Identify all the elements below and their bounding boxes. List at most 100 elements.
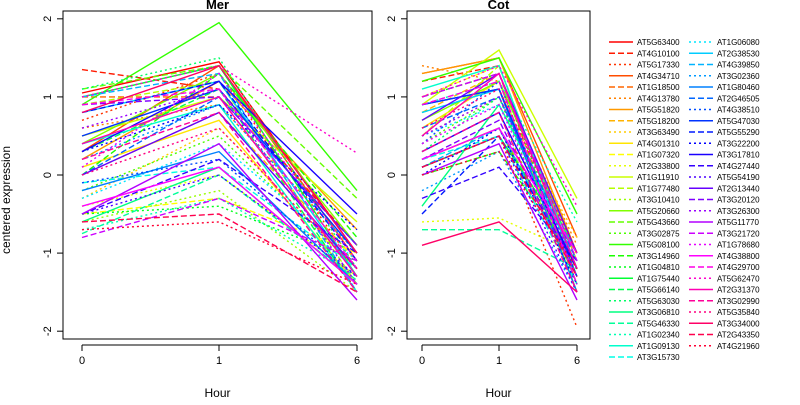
- legend-label: AT5G66140: [637, 286, 680, 295]
- series-line-at4g27440: [81, 158, 358, 254]
- series-line-at3g15730: [421, 135, 578, 285]
- series-line-at3g02990: [421, 111, 578, 293]
- series-line-at5g08100: [81, 21, 358, 192]
- y-tick-label: -2: [42, 326, 54, 336]
- legend-label: AT2G46505: [717, 94, 760, 103]
- series-line-at3g34000: [421, 221, 578, 293]
- legend-label: AT1G18500: [637, 83, 680, 92]
- legend-label: AT3G26300: [717, 207, 760, 216]
- legend-label: AT5G62470: [717, 274, 760, 283]
- series-line-at3g21720: [81, 197, 358, 262]
- legend-label: AT3G10410: [637, 196, 680, 205]
- series-line-at4g38510: [81, 158, 358, 278]
- series-line-at5g62470: [421, 64, 578, 207]
- legend-label: AT5G17330: [637, 61, 680, 70]
- legend-label: AT3G22200: [717, 139, 760, 148]
- series-line-at3g34000: [81, 64, 358, 254]
- panel-title: Cot: [488, 0, 510, 12]
- legend-label: AT3G02360: [717, 72, 760, 81]
- series-line-at2g33800: [421, 217, 578, 254]
- legend-label: AT4G29700: [717, 263, 760, 272]
- legend-label: AT2G38530: [717, 49, 760, 58]
- panel-cot: Cot -2 -1 0 1 2 0 1 6 Hour: [386, 0, 591, 400]
- x-tick-label: 1: [496, 355, 502, 367]
- series-line-at5g17330: [421, 135, 578, 328]
- legend: AT5G63400 AT4G10100 AT5G17330 AT4G34710 AT1G…: [596, 30, 794, 362]
- x-axis-title: Hour: [485, 386, 511, 400]
- panel-title: Mer: [206, 0, 229, 12]
- series-line-at2g43350: [421, 135, 578, 277]
- series-line-at4g34710: [81, 64, 358, 262]
- series-line-at4g38800: [421, 127, 578, 254]
- series-line-at5g63030: [81, 57, 358, 270]
- legend-label: AT5G63400: [637, 38, 680, 47]
- legend-label: AT1G11910: [637, 173, 680, 182]
- legend-label: AT4G27440: [717, 162, 760, 171]
- legend-label: AT1G04810: [637, 263, 680, 272]
- plot-frame: [406, 10, 591, 340]
- legend-label: AT4G38510: [717, 106, 760, 115]
- legend-label: AT1G78680: [717, 241, 760, 250]
- series-line-at5g55290: [81, 80, 358, 262]
- series-line-at1g78680: [81, 72, 358, 262]
- y-tick-label: 1: [386, 94, 398, 100]
- legend-label: AT1G06080: [717, 38, 760, 47]
- series-line-at4g29700: [81, 88, 358, 270]
- y-tick-label: -2: [386, 326, 398, 336]
- legend-label: AT5G55290: [717, 128, 760, 137]
- series-line-at5g35840: [421, 88, 578, 254]
- legend-label: AT1G80460: [717, 83, 760, 92]
- legend-label: AT5G51820: [637, 106, 680, 115]
- legend-label: AT3G02990: [717, 297, 760, 306]
- series-line-at1g78680: [421, 103, 578, 277]
- legend-label: AT3G34000: [717, 319, 760, 328]
- legend-label: AT2G13440: [717, 184, 760, 193]
- legend-label: AT5G20660: [637, 207, 680, 216]
- series-line-at1g02340: [421, 80, 578, 223]
- legend-label: AT5G11770: [717, 218, 760, 227]
- series-line-at3g02875: [81, 135, 358, 270]
- legend-label: AT3G63490: [637, 128, 680, 137]
- series-line-at3g26300: [421, 95, 578, 269]
- legend-label: AT3G02875: [637, 229, 680, 238]
- series-line-at5g63030: [421, 95, 578, 277]
- legend-label: AT4G01310: [637, 139, 680, 148]
- series-line-at1g11910: [421, 48, 578, 199]
- y-tick-label: 0: [42, 172, 54, 178]
- y-tick-label: 2: [386, 16, 398, 22]
- series-line-at5g46330: [422, 228, 578, 270]
- series-line-at3g14960: [81, 72, 358, 238]
- x-tick-label: 1: [216, 355, 222, 367]
- series-line-at5g18200: [81, 111, 358, 262]
- series-line-at1g09130: [81, 103, 358, 293]
- series-line-at2g43350: [81, 213, 358, 293]
- legend-label: AT2G31370: [717, 286, 760, 295]
- legend-label: AT4G34710: [637, 72, 680, 81]
- x-tick-label: 6: [354, 355, 360, 367]
- y-tick-label: -1: [42, 248, 54, 258]
- series-line-at4g13780: [421, 65, 578, 246]
- legend-label: AT5G18200: [637, 117, 680, 126]
- legend-label: AT2G33800: [637, 162, 680, 171]
- legend-label: AT4G39850: [717, 61, 760, 70]
- legend-label: AT3G15730: [637, 353, 680, 362]
- legend-label: AT5G46330: [637, 319, 680, 328]
- legend-label: AT4G10100: [637, 49, 680, 58]
- y-tick-label: -1: [386, 248, 398, 258]
- y-tick-label: 0: [386, 172, 398, 178]
- series-line-at4g38800: [81, 166, 358, 285]
- legend-label: AT3G14960: [637, 252, 680, 261]
- series-line-at5g08100: [421, 57, 578, 215]
- series-line-at2g31370: [81, 96, 358, 277]
- legend-label: AT3G17810: [717, 151, 760, 160]
- series-line-at3g20120: [421, 119, 578, 277]
- legend-label: AT1G75440: [637, 274, 680, 283]
- series-line-at3g26300: [81, 88, 358, 285]
- legend-label: AT4G38800: [717, 252, 760, 261]
- series-line-at5g11770: [421, 142, 578, 301]
- legend-label: AT1G77480: [637, 184, 680, 193]
- legend-label: AT5G35840: [717, 308, 760, 317]
- legend-frame: [596, 30, 794, 356]
- legend-label: AT5G47030: [717, 117, 760, 126]
